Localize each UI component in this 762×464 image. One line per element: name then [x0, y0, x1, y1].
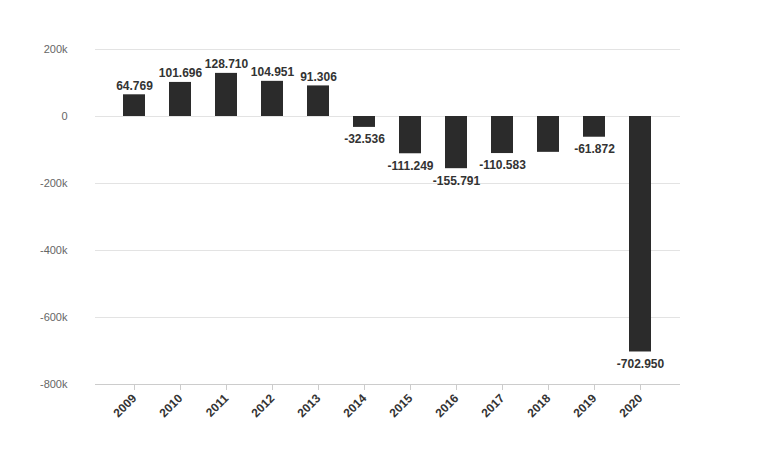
svg-text:-702.950: -702.950 [617, 357, 665, 371]
svg-text:0: 0 [61, 110, 67, 122]
svg-text:-155.791: -155.791 [433, 174, 481, 188]
svg-text:2019: 2019 [571, 391, 600, 420]
svg-text:2012: 2012 [249, 391, 278, 420]
svg-text:-110.583: -110.583 [479, 158, 526, 172]
svg-text:91.306: 91.306 [300, 70, 337, 84]
svg-text:2017: 2017 [479, 391, 508, 420]
svg-text:2014: 2014 [341, 391, 370, 420]
svg-text:2015: 2015 [387, 391, 416, 420]
svg-text:-400k: -400k [40, 244, 68, 256]
svg-text:104.951: 104.951 [251, 65, 295, 79]
svg-text:2013: 2013 [295, 391, 324, 420]
svg-text:128.710: 128.710 [205, 57, 249, 71]
svg-text:-800k: -800k [40, 378, 68, 390]
svg-text:2010: 2010 [157, 391, 186, 420]
svg-text:-111.249: -111.249 [387, 159, 433, 173]
svg-text:101.696: 101.696 [159, 66, 203, 80]
svg-text:200k: 200k [44, 43, 68, 55]
svg-text:2016: 2016 [433, 391, 462, 420]
svg-text:2018: 2018 [525, 391, 554, 420]
svg-text:-32.536: -32.536 [344, 132, 385, 146]
svg-text:-200k: -200k [40, 177, 68, 189]
svg-text:-61.872: -61.872 [574, 142, 615, 156]
svg-text:64.769: 64.769 [116, 79, 153, 93]
svg-text:2020: 2020 [617, 391, 646, 420]
svg-text:-600k: -600k [40, 311, 68, 323]
svg-text:2009: 2009 [111, 391, 140, 420]
svg-text:2011: 2011 [203, 391, 232, 420]
